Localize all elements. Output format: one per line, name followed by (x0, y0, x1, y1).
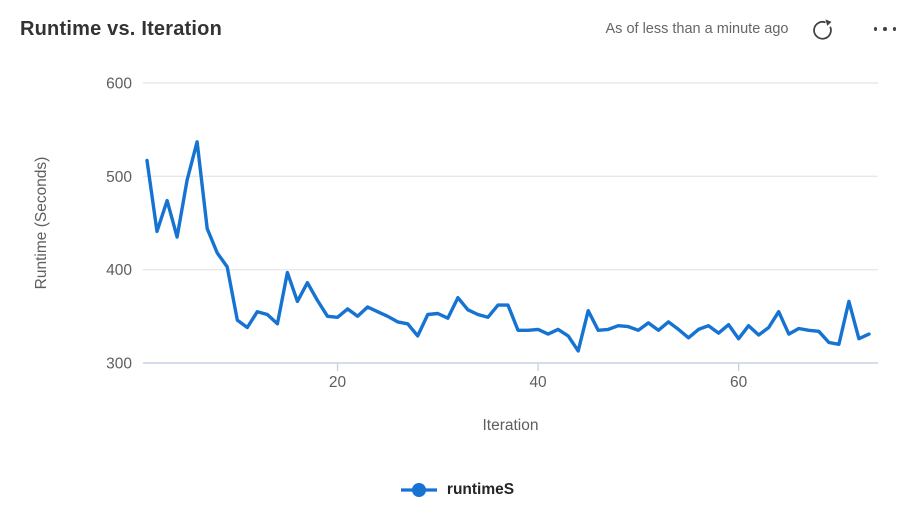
refresh-icon (812, 18, 832, 40)
chart-header: Runtime vs. Iteration As of less than a … (0, 0, 914, 52)
svg-text:400: 400 (106, 262, 132, 279)
svg-text:20: 20 (329, 374, 347, 391)
last-updated-status: As of less than a minute ago (605, 21, 789, 37)
legend-item-runtimeS[interactable]: runtimeS (400, 481, 514, 499)
svg-text:60: 60 (730, 374, 748, 391)
more-options-button[interactable] (868, 17, 903, 41)
refresh-button[interactable] (805, 12, 840, 47)
svg-text:300: 300 (106, 355, 132, 372)
chart-canvas[interactable]: 300 400 500 600 20 40 60 Iteration Runtime (Seco… (0, 0, 914, 460)
svg-text:Runtime (Seconds): Runtime (Seconds) (33, 157, 50, 290)
svg-text:600: 600 (106, 75, 132, 92)
legend-label: runtimeS (446, 481, 515, 498)
svg-text:Iteration: Iteration (482, 417, 538, 434)
ellipsis-icon (872, 21, 899, 37)
chart-legend: runtimeS (0, 470, 914, 510)
svg-text:40: 40 (529, 374, 547, 391)
svg-text:500: 500 (106, 169, 132, 186)
chart-title: Runtime vs. Iteration (20, 17, 223, 40)
line-dot-marker-icon (400, 483, 437, 497)
header-actions: As of less than a minute ago (606, 12, 902, 47)
